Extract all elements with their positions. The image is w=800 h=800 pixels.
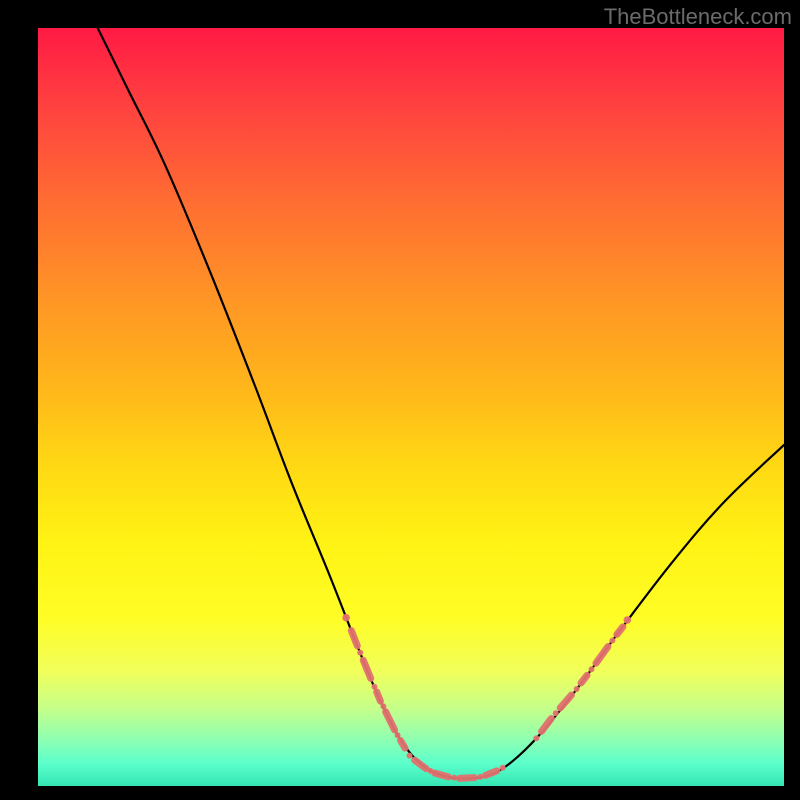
bottleneck-curve (0, 0, 800, 800)
chart-frame: TheBottleneck.com (0, 0, 800, 800)
